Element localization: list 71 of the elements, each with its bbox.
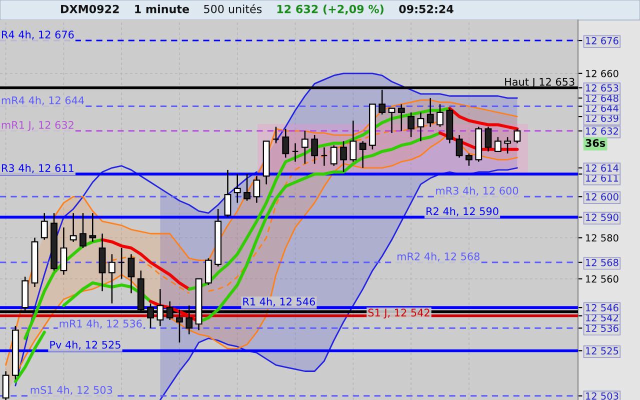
y-tick-label: 12 580: [586, 234, 618, 242]
y-tick-label: 12 676: [586, 37, 618, 44]
ref-line-label: R1 4h, 12 546: [243, 297, 316, 307]
candlestick: [244, 173, 250, 202]
candlestick: [504, 136, 512, 154]
candlestick: [340, 140, 347, 173]
candlestick: [89, 212, 96, 242]
y-tick-label: 12 614: [586, 164, 618, 172]
text: 09:52:24: [399, 4, 454, 14]
candlestick: [128, 254, 135, 294]
y-tick-label: 12 560: [586, 275, 618, 283]
candlestick: [60, 226, 68, 276]
chart-subtitle: 1 minute: [135, 4, 189, 14]
y-tick-label: 12 546: [586, 304, 618, 312]
candlestick: [70, 212, 77, 242]
candlestick: [311, 134, 318, 164]
candlestick: [436, 104, 444, 128]
y-tick-label: 12 590: [586, 214, 618, 222]
y-tick-label: 12 632: [586, 127, 618, 135]
y-tick-label: 12 653: [586, 84, 618, 92]
candlestick: [80, 212, 86, 249]
ref-line-label: R2 4h, 12 590: [426, 207, 498, 216]
candlestick: [330, 144, 338, 166]
ref-line-label: mR1 4h, 12 536: [60, 319, 142, 329]
candlestick: [320, 146, 328, 166]
candlestick: [484, 126, 492, 152]
candlestick: [514, 128, 521, 144]
candlestick: [282, 128, 290, 158]
ref-line-label: mR2 4h, 12 568: [398, 252, 480, 262]
y-tick-label: 12 536: [586, 324, 618, 332]
ref-line-label: R4 4h, 12 676: [2, 30, 74, 40]
candlestick: [272, 126, 280, 144]
text: 500 unités: [204, 4, 262, 14]
candlestick: [417, 112, 424, 142]
y-tick-label: 12 568: [586, 258, 618, 266]
candlestick: [118, 247, 126, 280]
candlestick: [359, 140, 366, 169]
text: 36s: [586, 139, 606, 147]
candlestick: [2, 370, 10, 400]
candlestick: [494, 136, 502, 152]
ref-line-label: Pv 4h, 12 525: [50, 340, 120, 350]
candlestick: [224, 169, 232, 218]
ref-line-label: mS1 4h, 12 503: [30, 386, 112, 395]
y-tick-label: 12 600: [586, 193, 618, 200]
candlestick: [426, 97, 434, 128]
candlestick: [301, 130, 308, 164]
line-series: [448, 106, 519, 130]
candlestick: [388, 108, 396, 134]
line-series: [159, 167, 518, 400]
candlestick: [292, 142, 299, 162]
candlestick: [40, 212, 48, 240]
candlestick: [204, 258, 212, 286]
candlestick: [398, 104, 405, 132]
chart-title: DXM0922: [61, 4, 119, 14]
candlestick: [234, 173, 241, 204]
ref-line-label: mR1 J, 12 632: [2, 121, 74, 131]
ref-line-label: mR3 4h, 12 600: [436, 186, 518, 196]
ref-line-label: mR4 4h, 12 644: [2, 96, 84, 106]
candlestick: [466, 152, 472, 166]
candlestick: [253, 175, 260, 204]
ref-line-label: S1 J, 12 542: [368, 308, 430, 318]
candlestick: [350, 120, 357, 162]
candlestick: [456, 134, 463, 158]
ref-line-label: R3 4h, 12 611: [2, 164, 74, 174]
y-tick-label: 12 525: [586, 347, 618, 355]
line-series: [100, 238, 191, 291]
candlestick: [108, 254, 116, 304]
y-tick-label: 12 503: [586, 392, 618, 400]
text: 12 632 (+2,09 %): [277, 4, 384, 15]
y-tick-label: 12 660: [586, 70, 618, 78]
candlestick: [408, 112, 415, 138]
